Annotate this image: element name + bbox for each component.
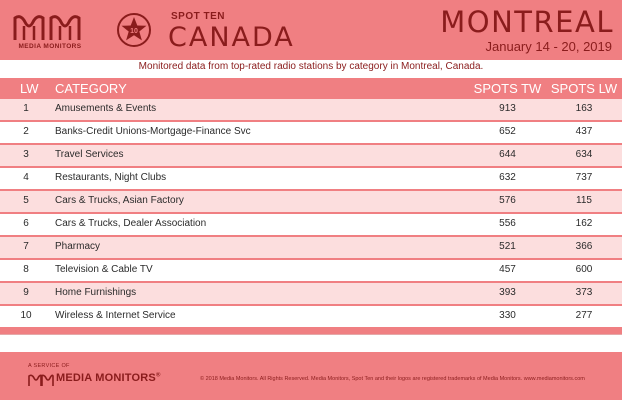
cell-category: Cars & Trucks, Dealer Association <box>55 218 207 229</box>
cell-spots-tw: 913 <box>499 103 516 114</box>
cell-spots-lw: 634 <box>575 149 593 160</box>
cell-spots-tw: 330 <box>499 310 516 321</box>
column-header-spots-lw: SPOTS LW <box>550 81 618 96</box>
table-row: 5 Cars & Trucks, Asian Factory 576 115 <box>0 191 622 212</box>
table-row: 8 Television & Cable TV 457 600 <box>0 260 622 281</box>
mm-wave-icon <box>28 374 54 386</box>
table-row: 1 Amusements & Events 913 163 <box>0 99 622 120</box>
subtitle: Monitored data from top-rated radio stat… <box>138 61 484 72</box>
country-title: CANADA <box>168 22 295 53</box>
cell-lw: 10 <box>20 310 32 321</box>
cell-lw: 8 <box>23 264 29 275</box>
cell-spots-lw: 162 <box>575 218 593 229</box>
date-range: January 14 - 20, 2019 <box>485 39 612 54</box>
copyright-text: © 2018 Media Monitors. All Rights Reserv… <box>200 376 585 382</box>
column-header-spots-tw: SPOTS TW <box>473 81 542 96</box>
cell-spots-tw: 644 <box>499 149 516 160</box>
table-row: 3 Travel Services 644 634 <box>0 145 622 166</box>
footer-logo-text: MEDIA MONITORS <box>56 372 156 384</box>
cell-category: Banks-Credit Unions-Mortgage-Finance Svc <box>55 126 251 137</box>
cell-category: Television & Cable TV <box>55 264 153 275</box>
cell-category: Home Furnishings <box>55 287 137 298</box>
table-row: 6 Cars & Trucks, Dealer Association 556 … <box>0 214 622 235</box>
cell-spots-lw: 366 <box>575 241 593 252</box>
cell-category: Travel Services <box>55 149 124 160</box>
cell-lw: 7 <box>23 241 29 252</box>
cell-lw: 2 <box>23 126 29 137</box>
table-row: 10 Wireless & Internet Service 330 277 <box>0 306 622 327</box>
cell-spots-lw: 600 <box>575 264 593 275</box>
spots-table: LW CATEGORY SPOTS TW SPOTS LW 1 Amusemen… <box>0 78 622 334</box>
cell-spots-tw: 521 <box>499 241 516 252</box>
cell-lw: 4 <box>23 172 29 183</box>
cell-lw: 3 <box>23 149 29 160</box>
spot-ten-label: SPOT TEN <box>171 11 226 22</box>
table-header-row: LW CATEGORY SPOTS TW SPOTS LW <box>0 78 622 99</box>
cell-spots-lw: 373 <box>575 287 593 298</box>
media-monitors-logo: MEDIA MONITORS <box>9 12 91 52</box>
cell-spots-tw: 632 <box>499 172 516 183</box>
cell-spots-tw: 652 <box>499 126 516 137</box>
cell-spots-lw: 277 <box>575 310 593 321</box>
column-header-category: CATEGORY <box>55 81 127 96</box>
city-title: MONTREAL <box>440 5 614 39</box>
cell-spots-tw: 457 <box>499 264 516 275</box>
footer-media-monitors-logo: MEDIA MONITORS® <box>28 372 168 388</box>
cell-spots-tw: 576 <box>499 195 516 206</box>
cell-spots-tw: 393 <box>499 287 516 298</box>
cell-spots-tw: 556 <box>499 218 516 229</box>
service-label: A SERVICE OF <box>28 363 70 369</box>
cell-lw: 5 <box>23 195 29 206</box>
registered-mark: ® <box>155 372 161 379</box>
mm-wave-icon <box>11 12 89 42</box>
cell-lw: 9 <box>23 287 29 298</box>
cell-lw: 1 <box>23 103 29 114</box>
cell-category: Pharmacy <box>55 241 101 252</box>
cell-spots-lw: 437 <box>575 126 593 137</box>
cell-category: Cars & Trucks, Asian Factory <box>55 195 184 206</box>
cell-spots-lw: 163 <box>575 103 593 114</box>
table-row: 4 Restaurants, Night Clubs 632 737 <box>0 168 622 189</box>
column-header-lw: LW <box>20 81 39 96</box>
cell-category: Restaurants, Night Clubs <box>55 172 167 183</box>
media-monitors-logo-text: MEDIA MONITORS <box>18 43 82 50</box>
badge-number: 10 <box>130 28 138 35</box>
footer-band: A SERVICE OF MEDIA MONITORS® © 2018 Medi… <box>0 352 622 400</box>
spot-ten-star-badge-icon: 10 <box>116 12 152 48</box>
cell-category: Amusements & Events <box>55 103 157 114</box>
cell-lw: 6 <box>23 218 29 229</box>
cell-spots-lw: 737 <box>575 172 593 183</box>
table-row: 2 Banks-Credit Unions-Mortgage-Finance S… <box>0 122 622 143</box>
cell-spots-lw: 115 <box>576 195 592 206</box>
header-band: MEDIA MONITORS 10 SPOT TEN CANADA MONTRE… <box>0 0 622 60</box>
table-row: 7 Pharmacy 521 366 <box>0 237 622 258</box>
cell-category: Wireless & Internet Service <box>55 310 176 321</box>
table-row: 9 Home Furnishings 393 373 <box>0 283 622 304</box>
table-bottom-divider <box>0 334 622 335</box>
